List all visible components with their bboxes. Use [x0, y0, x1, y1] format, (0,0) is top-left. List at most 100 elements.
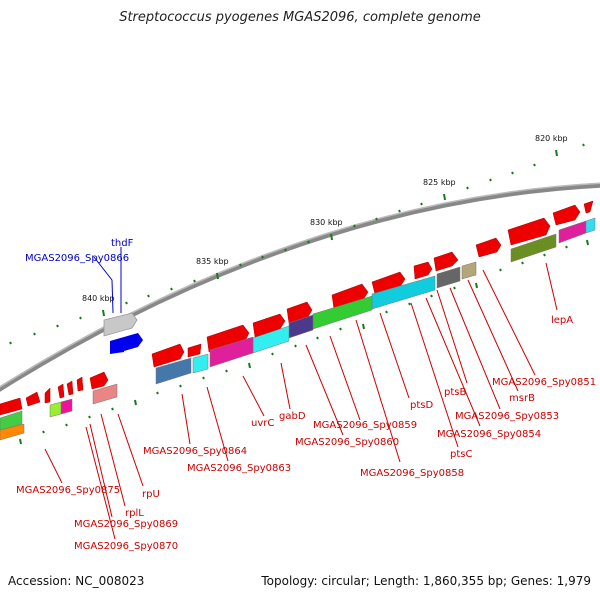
gene-label-Spy0858: MGAS2096_Spy0858	[360, 468, 464, 479]
scale-label-820: 820 kbp	[535, 134, 568, 143]
gene-label-Spy0864: MGAS2096_Spy0864	[143, 446, 247, 457]
category-block	[49, 401, 62, 418]
minor-tick	[375, 217, 378, 221]
leader-line	[355, 319, 401, 463]
leader-line	[305, 344, 344, 436]
leader-line	[379, 312, 410, 399]
minor-tick	[239, 263, 242, 267]
inner-tick	[202, 376, 205, 380]
minor-tick	[125, 301, 128, 305]
gene-arrow	[187, 343, 202, 358]
inner-tick	[271, 352, 274, 356]
inner-tick	[521, 261, 524, 265]
minor-tick	[9, 341, 12, 345]
inner-tick	[156, 391, 159, 395]
genome-summary-text: Topology: circular; Length: 1,860,355 bp…	[261, 574, 591, 588]
gene-label-Spy0875: MGAS2096_Spy0875	[16, 485, 120, 496]
inner-tick	[565, 245, 568, 249]
scale-label-825: 825 kbp	[423, 178, 456, 187]
major-tick	[555, 149, 558, 157]
gene-arrow	[475, 237, 502, 258]
inner-tick	[248, 362, 251, 369]
category-block	[510, 233, 557, 263]
minor-tick	[466, 186, 469, 190]
inner-tick	[362, 323, 365, 330]
minor-tick	[398, 209, 401, 213]
forward-track	[0, 200, 594, 416]
inner-tick	[316, 336, 319, 340]
gene-arrow	[66, 380, 74, 396]
accession-text: Accession: NC_008023	[8, 574, 145, 588]
inner-tick	[408, 302, 411, 306]
minor-tick	[56, 324, 59, 328]
gene-label-Spy0866: MGAS2096_Spy0866	[25, 253, 129, 264]
gene-arrow	[507, 217, 551, 246]
inner-tick	[543, 253, 546, 257]
inner-tick	[385, 310, 388, 314]
minor-tick	[261, 255, 264, 259]
category-block	[192, 353, 209, 374]
minor-tick	[420, 202, 423, 206]
minor-tick	[170, 287, 173, 291]
gene-label-Spy0870: MGAS2096_Spy0870	[74, 541, 178, 552]
inner-tick	[586, 239, 589, 246]
inner-tick	[475, 282, 478, 289]
leader-line	[206, 386, 229, 462]
gene-arrow	[552, 204, 581, 226]
leader-line	[545, 262, 558, 311]
gene-label-Spy0851: MGAS2096_Spy0851	[492, 377, 596, 388]
gene-label-Spy0869: MGAS2096_Spy0869	[74, 519, 178, 530]
category-block	[461, 261, 477, 280]
minor-tick	[489, 178, 492, 182]
minor-tick	[307, 240, 310, 244]
gene-arrow	[252, 313, 286, 338]
inner-tick	[134, 399, 137, 406]
gene-label-Spy0863: MGAS2096_Spy0863	[187, 463, 291, 474]
inner-tick	[430, 294, 433, 298]
category-block	[92, 383, 118, 405]
category-block	[0, 410, 23, 431]
leader-line	[329, 335, 361, 421]
inner-tick	[453, 286, 456, 290]
gene-arrow	[25, 391, 41, 407]
gene-arrow	[286, 301, 313, 324]
category-block	[0, 423, 25, 441]
leader-line-reverse	[111, 279, 114, 314]
inner-tick	[294, 344, 297, 348]
scale-label-840: 840 kbp	[82, 294, 115, 303]
inner-tick	[225, 369, 228, 373]
minor-tick	[147, 294, 150, 298]
minor-tick	[511, 171, 514, 175]
major-tick	[216, 272, 219, 280]
inner-tick	[65, 423, 68, 427]
leader-line	[242, 375, 265, 417]
category-track	[0, 217, 596, 441]
category-block	[60, 398, 73, 415]
leader-line	[410, 302, 459, 448]
minor-tick	[193, 279, 196, 283]
gene-arrow	[44, 387, 51, 404]
inner-tick	[19, 438, 22, 445]
genome-backbone	[0, 182, 600, 392]
leader-line	[449, 287, 501, 410]
gene-arrow	[583, 200, 594, 214]
gene-label-msrB: msrB	[509, 393, 535, 404]
gene-label-Spy0859: MGAS2096_Spy0859	[313, 420, 417, 431]
major-tick	[102, 309, 105, 317]
gene-arrow	[371, 271, 406, 295]
minor-tick	[33, 332, 36, 336]
category-block	[585, 217, 596, 234]
scale-label-835: 835 kbp	[196, 257, 229, 266]
leader-line-reverse	[93, 256, 113, 281]
leader-line	[280, 362, 291, 410]
inner-tick	[499, 268, 502, 272]
major-tick	[443, 193, 446, 201]
gene-thdF-outline	[103, 312, 138, 337]
gene-arrow	[206, 324, 250, 353]
gene-label-gabD: gabD	[279, 411, 306, 422]
gene-arrow	[413, 261, 433, 280]
inner-tick	[339, 327, 342, 331]
leader-line	[482, 269, 536, 376]
